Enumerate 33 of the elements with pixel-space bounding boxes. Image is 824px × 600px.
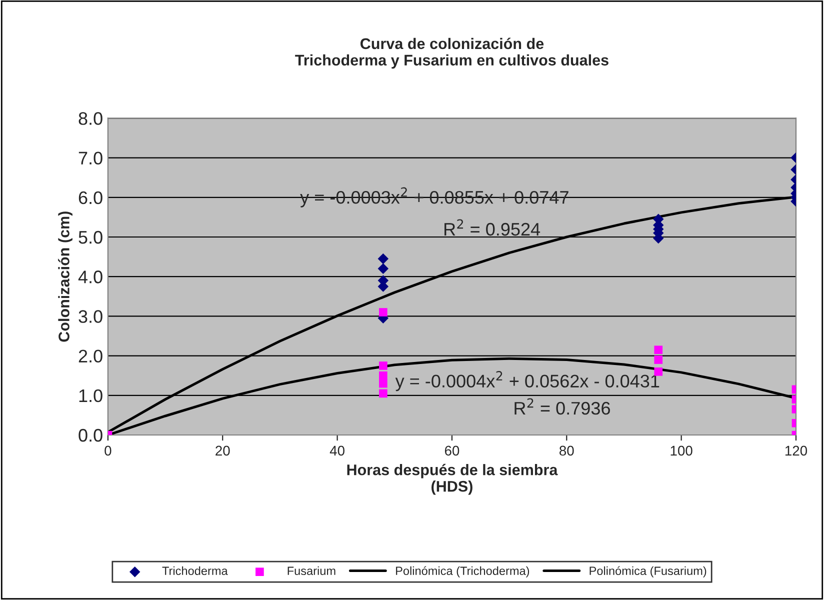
annotation: R$^{2}$ = 0.9524 bbox=[444, 219, 540, 236]
y-tick-label: 6.0 bbox=[78, 191, 102, 204]
x-tick-label: 40 bbox=[330, 446, 344, 456]
y-tick-label: 3.0 bbox=[78, 310, 102, 323]
legend-label: Polinómica (Fusarium) bbox=[590, 566, 706, 578]
point bbox=[378, 371, 388, 380]
y-tick-label: 7.0 bbox=[78, 152, 102, 165]
legend-label: Fusarium bbox=[288, 566, 336, 576]
y-axis-title: Colonización (cm) bbox=[58, 212, 72, 342]
y-tick-label: 0.0 bbox=[78, 428, 102, 442]
x-tick-label: 100 bbox=[670, 446, 692, 456]
legend-label: Trichoderma bbox=[162, 566, 228, 576]
point bbox=[378, 362, 388, 370]
x-tick-label: 60 bbox=[444, 446, 460, 456]
x-tick-label: 120 bbox=[785, 446, 808, 456]
y-tick-label: 2.0 bbox=[78, 350, 102, 363]
x-tick-label: 0 bbox=[104, 446, 112, 456]
annotation: R$^{2}$ = 0.7936 bbox=[514, 398, 610, 415]
point bbox=[378, 263, 389, 274]
y-tick-label: 4.0 bbox=[78, 270, 102, 284]
point bbox=[378, 389, 388, 398]
y-tick-label: 1.0 bbox=[79, 389, 102, 402]
y-tick-label: 5.0 bbox=[78, 230, 102, 244]
annotation: y = -0.0004x$^{2}$ + 0.0562x - 0.0431 bbox=[395, 371, 660, 392]
point bbox=[378, 379, 388, 388]
point bbox=[378, 308, 388, 316]
y-tick-label: 8.0 bbox=[78, 112, 102, 125]
x-tick-label: 80 bbox=[560, 446, 574, 456]
legend-label: Polinómica (Trichoderma) bbox=[396, 566, 530, 578]
x-axis-title: Horas después de la siembra (HDS) bbox=[347, 464, 558, 495]
point bbox=[378, 253, 389, 264]
chart-title: Curva de colonización de Trichoderma y Fusarium en cultivos duales bbox=[295, 38, 608, 69]
x-tick-label: 20 bbox=[216, 446, 230, 456]
